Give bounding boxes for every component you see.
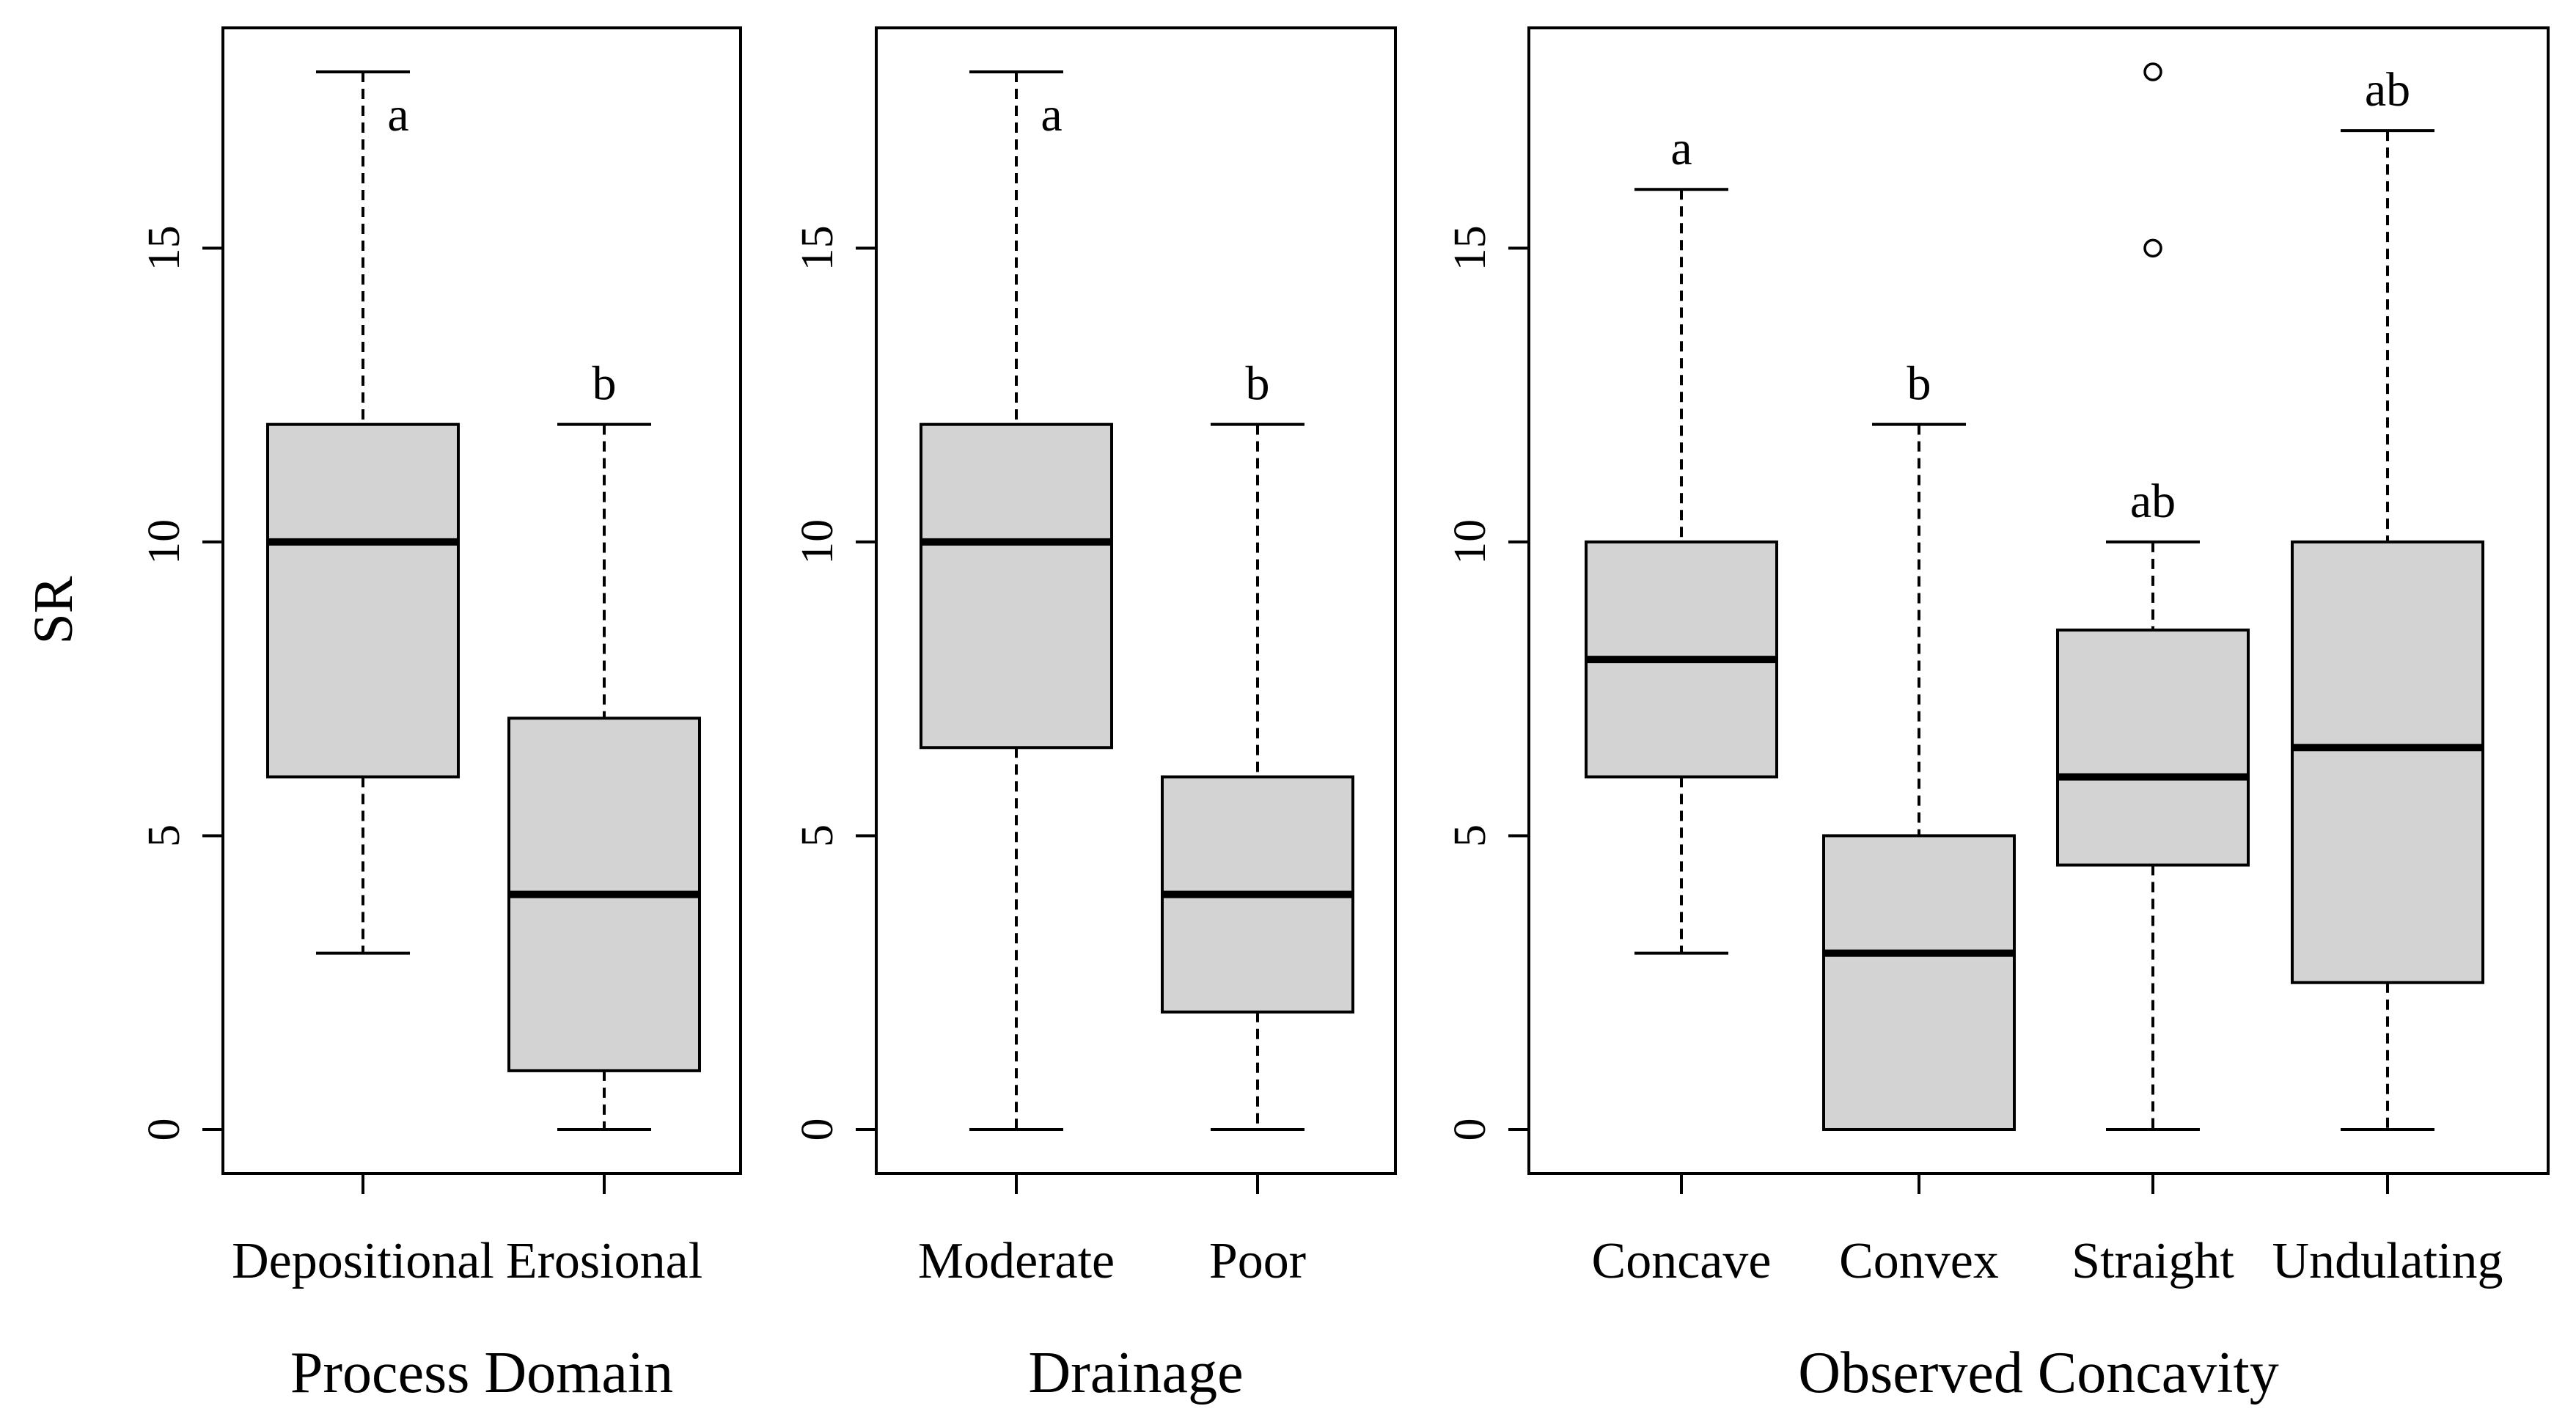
x-tick-label-convex: Convex <box>1839 1233 1999 1289</box>
y-tick-label: 15 <box>793 225 843 271</box>
y-tick-label: 15 <box>1445 225 1495 271</box>
x-tick-label-straight: Straight <box>2072 1233 2234 1289</box>
y-tick-label: 10 <box>139 519 189 565</box>
box-concave: a <box>1585 122 1778 955</box>
x-tick-label-undulating: Undulating <box>2272 1233 2503 1289</box>
significance-letter: ab <box>2365 63 2410 117</box>
y-tick-label: 0 <box>1445 1118 1495 1141</box>
box-moderate: a <box>920 70 1113 1131</box>
x-axis-title-drainage: Drainage <box>1028 1341 1243 1405</box>
y-tick-label: 10 <box>1445 519 1495 565</box>
plot-layer: 0 5 10 15 a Depositional b Erosional Process Dom… <box>139 26 2550 1405</box>
significance-letter: b <box>592 357 617 411</box>
box-convex: b <box>1822 357 2016 1131</box>
y-tick-label: 0 <box>793 1118 843 1141</box>
x-tick-label-poor: Poor <box>1209 1233 1306 1289</box>
y-tick-label: 10 <box>793 519 843 565</box>
significance-letter: a <box>1041 88 1062 142</box>
iqr-box <box>1822 834 2016 1131</box>
panel-3: 0 5 10 15 a Concave b Convex ab Straight ab Undulat… <box>1445 26 2550 1405</box>
outlier-point <box>2143 62 2162 81</box>
box-undulating: ab <box>2291 63 2484 1131</box>
significance-letter: ab <box>2130 475 2176 528</box>
iqr-box <box>2291 540 2484 984</box>
y-tick-label: 5 <box>793 824 843 847</box>
iqr-box <box>266 422 460 779</box>
x-axis-title-process-domain: Process Domain <box>290 1341 673 1405</box>
box-poor: b <box>1161 357 1354 1131</box>
y-tick-label: 5 <box>1445 824 1495 847</box>
significance-letter: a <box>1670 122 1692 175</box>
significance-letter: b <box>1907 357 1931 411</box>
y-tick-label: 5 <box>139 824 189 847</box>
panel-frame <box>875 26 1397 1175</box>
x-tick-label-depositional: Depositional <box>232 1233 494 1289</box>
y-tick-label: 0 <box>139 1118 189 1141</box>
outlier-point <box>2143 238 2162 258</box>
box-depositional: a <box>266 70 460 955</box>
box-erosional: b <box>507 357 701 1131</box>
iqr-box <box>2056 629 2250 867</box>
x-tick-label-concave: Concave <box>1592 1233 1772 1289</box>
x-tick-label-erosional: Erosional <box>506 1233 702 1289</box>
panel-frame <box>221 26 742 1175</box>
panel-2: 0 5 10 15 a Moderate b Poor Drainage <box>793 26 1397 1405</box>
significance-letter: a <box>387 88 408 142</box>
y-tick-label: 15 <box>139 225 189 271</box>
iqr-box <box>920 422 1113 750</box>
significance-letter: b <box>1246 357 1270 411</box>
panel-frame <box>1527 26 2550 1175</box>
x-axis-title-observed-concavity: Observed Concavity <box>1798 1341 2278 1405</box>
panel-1: 0 5 10 15 a Depositional b Erosional Process Dom… <box>139 26 742 1405</box>
y-axis-title: SR <box>23 576 84 644</box>
box-straight: ab <box>2056 62 2250 1131</box>
x-tick-label-moderate: Moderate <box>918 1233 1115 1289</box>
